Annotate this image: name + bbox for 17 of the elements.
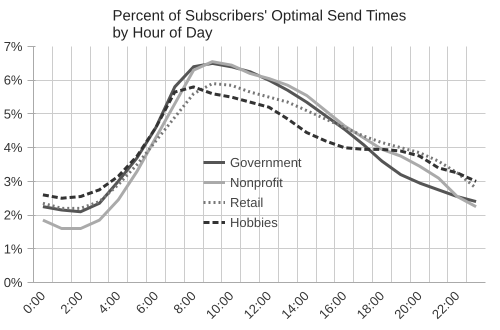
y-tick-label: 0% [4, 275, 23, 290]
legend-label: Retail [230, 194, 264, 210]
y-tick-label: 2% [4, 208, 23, 223]
x-tick-label: 8:00 [170, 288, 199, 317]
chart-title: Percent of Subscribers' Optimal Send Times by Hour of Day [112, 8, 406, 42]
y-tick-label: 4% [4, 140, 23, 156]
legend-label: Hobbies [230, 214, 278, 230]
y-tick-label: 1% [4, 241, 23, 256]
x-tick-label: 4:00 [95, 288, 124, 317]
x-tick-label: 6:00 [132, 288, 162, 317]
legend-label: Nonprofit [230, 174, 283, 190]
legend-label: Government [230, 154, 302, 170]
y-tick-label: 5% [4, 106, 23, 122]
y-tick-label: 7% [4, 39, 23, 54]
y-tick-label: 3% [4, 174, 23, 189]
y-tick-label: 6% [4, 72, 23, 88]
x-tick-label: 0:00 [20, 288, 48, 317]
